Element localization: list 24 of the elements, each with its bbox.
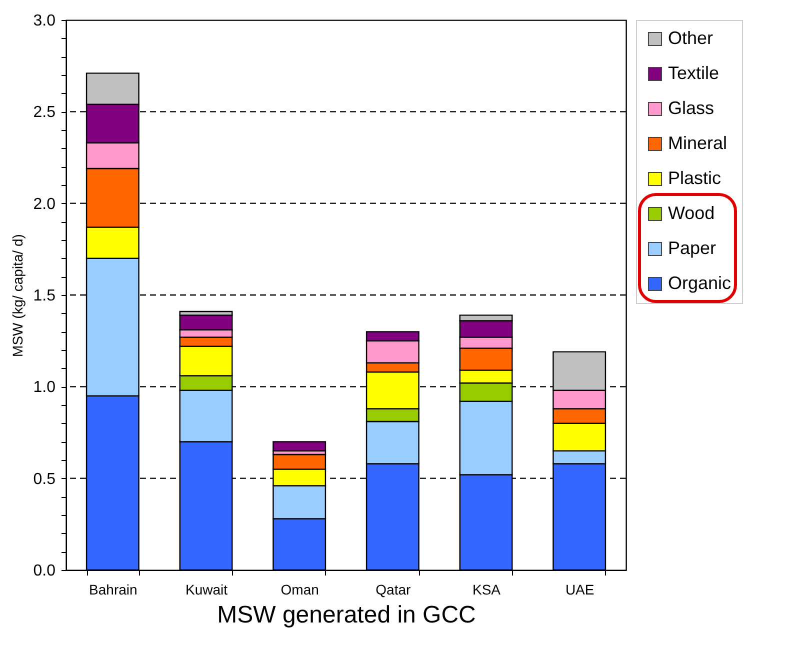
- y-tick-label: 1.0: [33, 379, 56, 396]
- legend-label: Glass: [668, 98, 714, 118]
- y-axis-title: MSW (kg/ capita/ d): [9, 234, 26, 357]
- legend-label: Organic: [668, 273, 732, 293]
- x-tick-label: UAE: [565, 582, 594, 598]
- y-tick-label: 2.0: [33, 196, 56, 213]
- legend-label: Paper: [668, 238, 716, 258]
- y-tick-label: 0.0: [33, 562, 56, 580]
- x-tick-label: Kuwait: [185, 582, 228, 598]
- y-tick-label: 1.5: [33, 288, 56, 304]
- x-axis-title: MSW generated in GCC: [217, 602, 476, 628]
- legend-label: Textile: [668, 63, 720, 83]
- y-tick-label: 2.5: [33, 104, 56, 122]
- y-tick-label: 0.5: [33, 470, 56, 488]
- bar: [272, 441, 326, 452]
- legend-label: Wood: [668, 203, 715, 223]
- legend-label: Other: [668, 28, 714, 48]
- legend-label: Plastic: [668, 168, 722, 188]
- x-tick-label: KSA: [472, 582, 502, 598]
- x-tick-label: Qatar: [376, 582, 412, 598]
- x-tick-label: Oman: [280, 582, 319, 598]
- y-tick-label: 3.0: [33, 12, 56, 30]
- legend-label: Mineral: [668, 133, 728, 153]
- x-tick-label: Bahrain: [89, 582, 138, 598]
